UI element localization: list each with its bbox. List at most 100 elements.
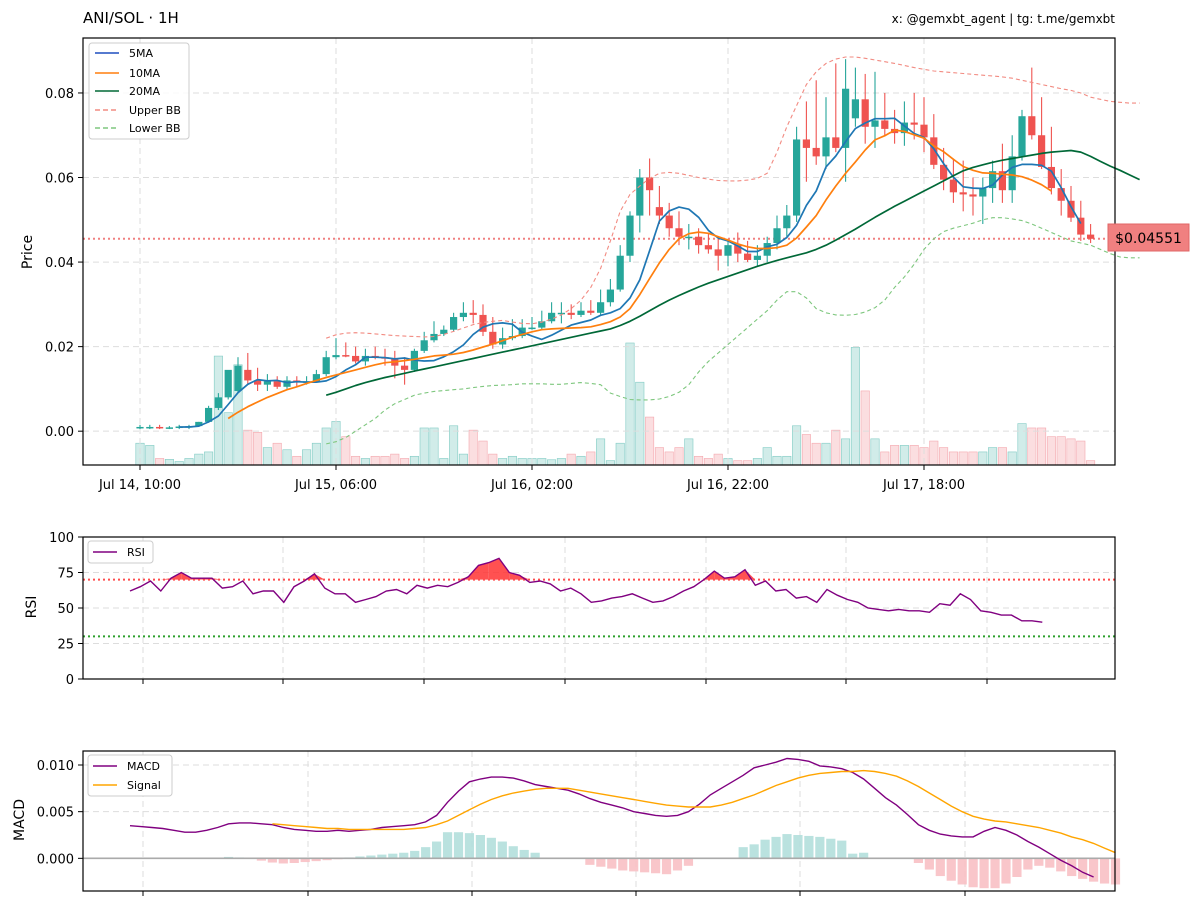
- price-tick-label: 0.00: [45, 425, 74, 440]
- macd-histogram-bar: [935, 858, 945, 877]
- macd-histogram-bar: [826, 838, 836, 859]
- macd-histogram-bar: [508, 846, 518, 859]
- volume-bar: [1086, 460, 1096, 466]
- volume-bar: [1037, 427, 1047, 466]
- time-tick-label: Jul 16, 22:00: [686, 478, 769, 493]
- volume-bar: [400, 458, 410, 466]
- volume-bar: [213, 355, 223, 466]
- macd-histogram-bar: [1056, 858, 1066, 872]
- volume-bar: [341, 436, 351, 466]
- macd-histogram-bar: [968, 858, 978, 888]
- volume-bar: [429, 427, 439, 466]
- macd-histogram-bar: [399, 852, 409, 859]
- candle-body: [146, 426, 154, 429]
- macd-histogram-bar: [311, 858, 321, 862]
- candle-body: [822, 137, 830, 157]
- macd-histogram-bar: [1034, 858, 1044, 866]
- current-price-label: $0.04551: [1115, 231, 1182, 247]
- time-tick-label: Jul 14, 10:00: [98, 478, 181, 493]
- volume-bar: [556, 458, 566, 466]
- candle-body: [1008, 156, 1016, 191]
- macd-histogram-bar: [596, 858, 606, 867]
- candle-body: [1038, 135, 1046, 167]
- macd-histogram-bar: [377, 854, 387, 859]
- rsi-overbought-fill: [745, 569, 756, 580]
- macd-histogram-bar: [618, 858, 628, 871]
- candle-body: [401, 365, 409, 370]
- macd-histogram-bar: [848, 853, 858, 859]
- macd-histogram-bar: [1045, 858, 1055, 868]
- candle-body: [205, 407, 213, 422]
- price-tick-label: 0.02: [45, 341, 74, 356]
- macd-histogram-bar: [661, 858, 672, 875]
- volume-bar: [566, 453, 576, 466]
- legend-10ma-label: 10MA: [129, 67, 160, 80]
- candle-body: [195, 421, 203, 427]
- macd-histogram-bar: [782, 834, 792, 859]
- volume-bar: [948, 451, 958, 466]
- candle-body: [361, 355, 369, 362]
- candle-body: [695, 236, 703, 246]
- macd-histogram-bar: [640, 858, 650, 873]
- candle-body: [332, 355, 340, 358]
- rsi-overbought-fill: [488, 558, 499, 580]
- macd-histogram-bar: [530, 852, 540, 859]
- macd-histogram-bar: [924, 858, 934, 870]
- candle-body: [842, 88, 850, 148]
- macd-histogram-bar: [760, 839, 770, 859]
- volume-bar: [155, 458, 165, 466]
- volume-bar: [517, 458, 527, 466]
- price-tick-label: 0.06: [45, 172, 74, 187]
- series-upper-bb: [326, 56, 1140, 339]
- candle-body: [949, 179, 957, 193]
- volume-bar: [762, 447, 772, 466]
- macd-histogram-bar: [442, 832, 453, 859]
- macd-histogram-bar: [475, 835, 485, 859]
- price-legend-box: [88, 42, 190, 140]
- candle-body: [489, 331, 497, 345]
- macd-histogram-bar: [771, 836, 781, 859]
- volume-bar: [890, 445, 900, 466]
- legend-lower-bb-label: Lower BB: [129, 122, 181, 135]
- volume-bar: [850, 347, 860, 466]
- candle-body: [156, 426, 164, 429]
- macd-tick-label: 0.000: [37, 852, 74, 867]
- volume-bar: [694, 455, 704, 466]
- volume-bar: [958, 451, 968, 466]
- candle-body: [626, 215, 634, 256]
- volume-bar: [488, 453, 498, 466]
- series-10ma: [227, 129, 1052, 420]
- macd-histogram-bar: [990, 858, 1000, 889]
- legend-upper-bb-label: Upper BB: [129, 104, 181, 117]
- candle-body: [724, 245, 732, 256]
- macd-histogram-bar: [749, 844, 759, 859]
- volume-bar: [782, 455, 792, 466]
- candle-body: [469, 312, 477, 315]
- macd-histogram-bar: [651, 858, 661, 874]
- candle-body: [665, 215, 673, 229]
- chart-title: ANI/SOL · 1H: [83, 9, 179, 27]
- volume-bar: [292, 455, 302, 466]
- candle-body: [1057, 188, 1065, 201]
- rsi-axis-label: RSI: [24, 596, 40, 619]
- candle-body: [783, 215, 791, 229]
- volume-bar: [703, 458, 713, 466]
- candle-body: [920, 124, 928, 138]
- macd-histogram-bar: [1012, 858, 1022, 877]
- candle-body: [283, 380, 291, 387]
- candle-body: [802, 139, 810, 148]
- volume-bar: [311, 442, 321, 466]
- volume-bar: [997, 447, 1007, 466]
- volume-bar: [752, 458, 762, 466]
- macd-panel: 0.000 0.005 0.010: [37, 750, 1121, 896]
- candle-body: [969, 194, 977, 197]
- macd-histogram-bar: [629, 858, 639, 872]
- volume-bar: [664, 451, 674, 466]
- legend-5ma-label: 5MA: [129, 47, 153, 60]
- price-axis-label: Price: [20, 235, 36, 269]
- volume-bar: [801, 434, 811, 466]
- candle-body: [959, 192, 967, 195]
- rsi-tick-label: 50: [57, 602, 74, 617]
- candle-body: [714, 249, 722, 256]
- candle-body: [538, 321, 546, 328]
